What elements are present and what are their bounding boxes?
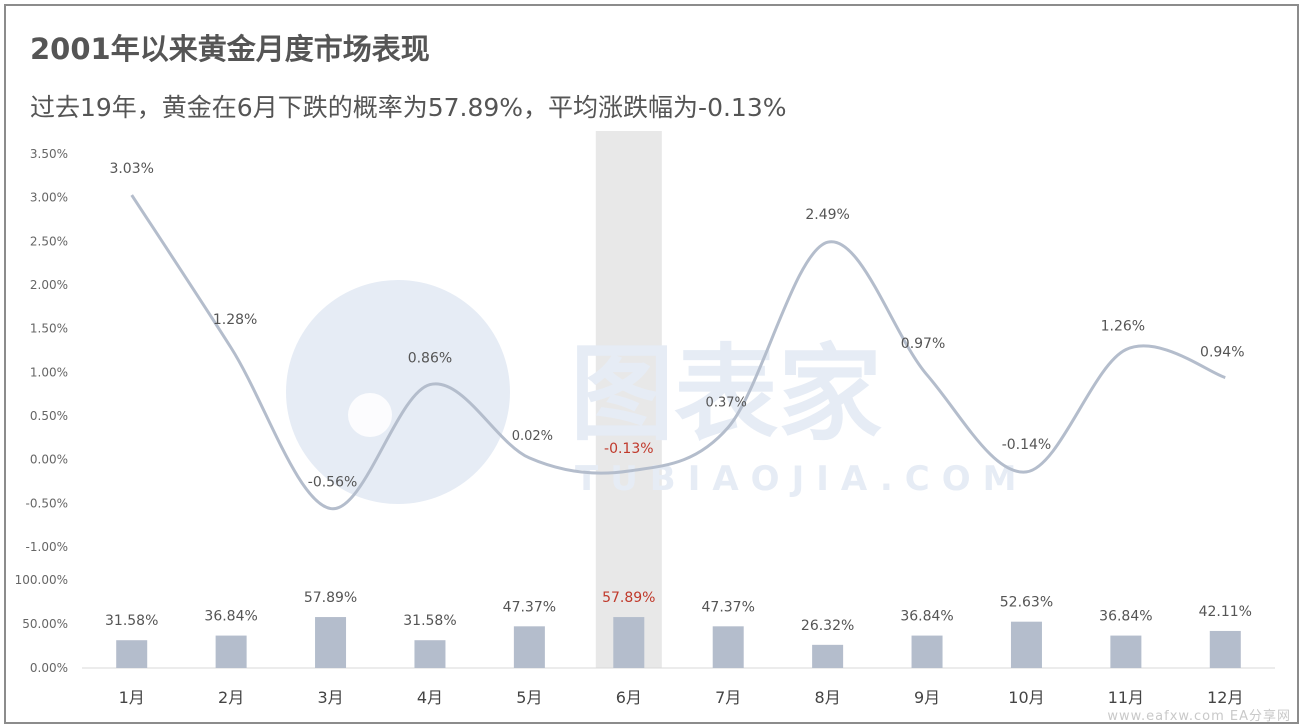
line-y-tick-label: 0.00%: [30, 453, 68, 467]
line-data-label: 2.49%: [805, 207, 849, 223]
bar: [315, 617, 347, 668]
bar-data-label: 42.11%: [1199, 604, 1252, 620]
bar-layer: [116, 617, 1241, 668]
bar-data-label: 57.89%: [602, 590, 655, 606]
bar: [911, 635, 943, 668]
x-tick-label: 5月: [516, 688, 542, 707]
watermark-url: TUBIAOJIA.COM: [575, 459, 1028, 499]
line-data-label: 0.94%: [1200, 345, 1244, 361]
line-y-tick-label: -0.50%: [26, 496, 68, 510]
line-data-label: 1.26%: [1101, 319, 1145, 335]
x-tick-label: 3月: [317, 688, 343, 707]
bar: [1110, 635, 1142, 668]
line-y-tick-label: 1.50%: [30, 322, 68, 336]
bar: [712, 626, 744, 668]
line-data-label: -0.14%: [1002, 437, 1052, 453]
bar: [812, 644, 844, 668]
watermark-logo-eye-icon: [348, 393, 392, 437]
line-layer: [130, 194, 1226, 511]
x-tick-label: 9月: [914, 688, 940, 707]
bar: [613, 617, 645, 668]
line-y-tick-label: 0.50%: [30, 409, 68, 423]
bar-data-label: 31.58%: [403, 613, 456, 629]
x-tick-label: 1月: [119, 688, 145, 707]
bar: [513, 626, 545, 668]
bar-y-tick-label: 100.00%: [15, 573, 68, 587]
line-y-tick-label: 1.00%: [30, 365, 68, 379]
bar-data-label: 52.63%: [1000, 595, 1053, 611]
bar-data-label: 26.32%: [801, 618, 854, 634]
line-data-label: 0.97%: [901, 336, 945, 352]
line-data-label: -0.13%: [604, 441, 654, 457]
line-y-tick-label: 3.00%: [30, 191, 68, 205]
bar: [215, 635, 247, 668]
source-footer: www.eafxw.com EA分享网: [1107, 709, 1291, 724]
x-tick-label: 8月: [815, 688, 841, 707]
watermark: 图表家 TUBIAOJIA.COM: [286, 280, 1028, 504]
x-tick-label: 2月: [218, 688, 244, 707]
data-label-layer: 31.58% 36.84% 57.89% 31.58% 47.37% 57.89% 47.3…: [105, 161, 1252, 634]
bar-y-tick-label: 50.00%: [22, 617, 68, 631]
bar-y-tick-label: 0.00%: [30, 661, 68, 675]
x-tick-label: 11月: [1108, 688, 1144, 707]
chart-subtitle: 过去19年，黄金在6月下跌的概率为57.89%，平均涨跌幅为-0.13%: [30, 93, 787, 122]
watermark-name: 图表家: [570, 333, 882, 455]
x-tick-label: 10月: [1008, 688, 1044, 707]
bar-data-label: 36.84%: [1099, 609, 1152, 625]
axis-layer: 3.50% 3.00% 2.50% 2.00% 1.50% 1.00% 0.50% 0.00%…: [15, 147, 1275, 707]
chart-title: 2001年以来黄金月度市场表现: [30, 32, 430, 66]
bar-data-label: 57.89%: [304, 590, 357, 606]
line-data-label: 0.86%: [408, 351, 452, 367]
x-tick-label: 12月: [1207, 688, 1243, 707]
bar: [116, 640, 148, 668]
line-data-label: -0.56%: [308, 475, 358, 491]
line-y-tick-label: -1.00%: [26, 540, 68, 554]
bar-data-label: 47.37%: [702, 599, 755, 615]
x-tick-label: 4月: [417, 688, 443, 707]
highlight-band: [595, 131, 662, 668]
bar-data-label: 36.84%: [900, 609, 953, 625]
x-tick-label: 6月: [616, 688, 642, 707]
bar-data-label: 31.58%: [105, 613, 158, 629]
bar-data-label: 36.84%: [204, 609, 257, 625]
line-y-tick-label: 3.50%: [30, 147, 68, 161]
line-data-label: 1.28%: [213, 312, 257, 328]
line-y-tick-label: 2.00%: [30, 278, 68, 292]
line-data-label: 3.03%: [109, 161, 153, 177]
line-series: [130, 194, 1226, 511]
bar: [1209, 630, 1241, 668]
line-y-tick-label: 2.50%: [30, 234, 68, 248]
bar-data-label: 47.37%: [503, 599, 556, 615]
highlight-band-layer: [595, 131, 662, 668]
watermark-logo-icon: [286, 280, 510, 504]
bar: [1010, 621, 1042, 668]
line-data-label: 0.37%: [706, 395, 747, 410]
line-data-label: 0.02%: [512, 429, 553, 444]
x-tick-label: 7月: [715, 688, 741, 707]
bar: [414, 640, 446, 668]
